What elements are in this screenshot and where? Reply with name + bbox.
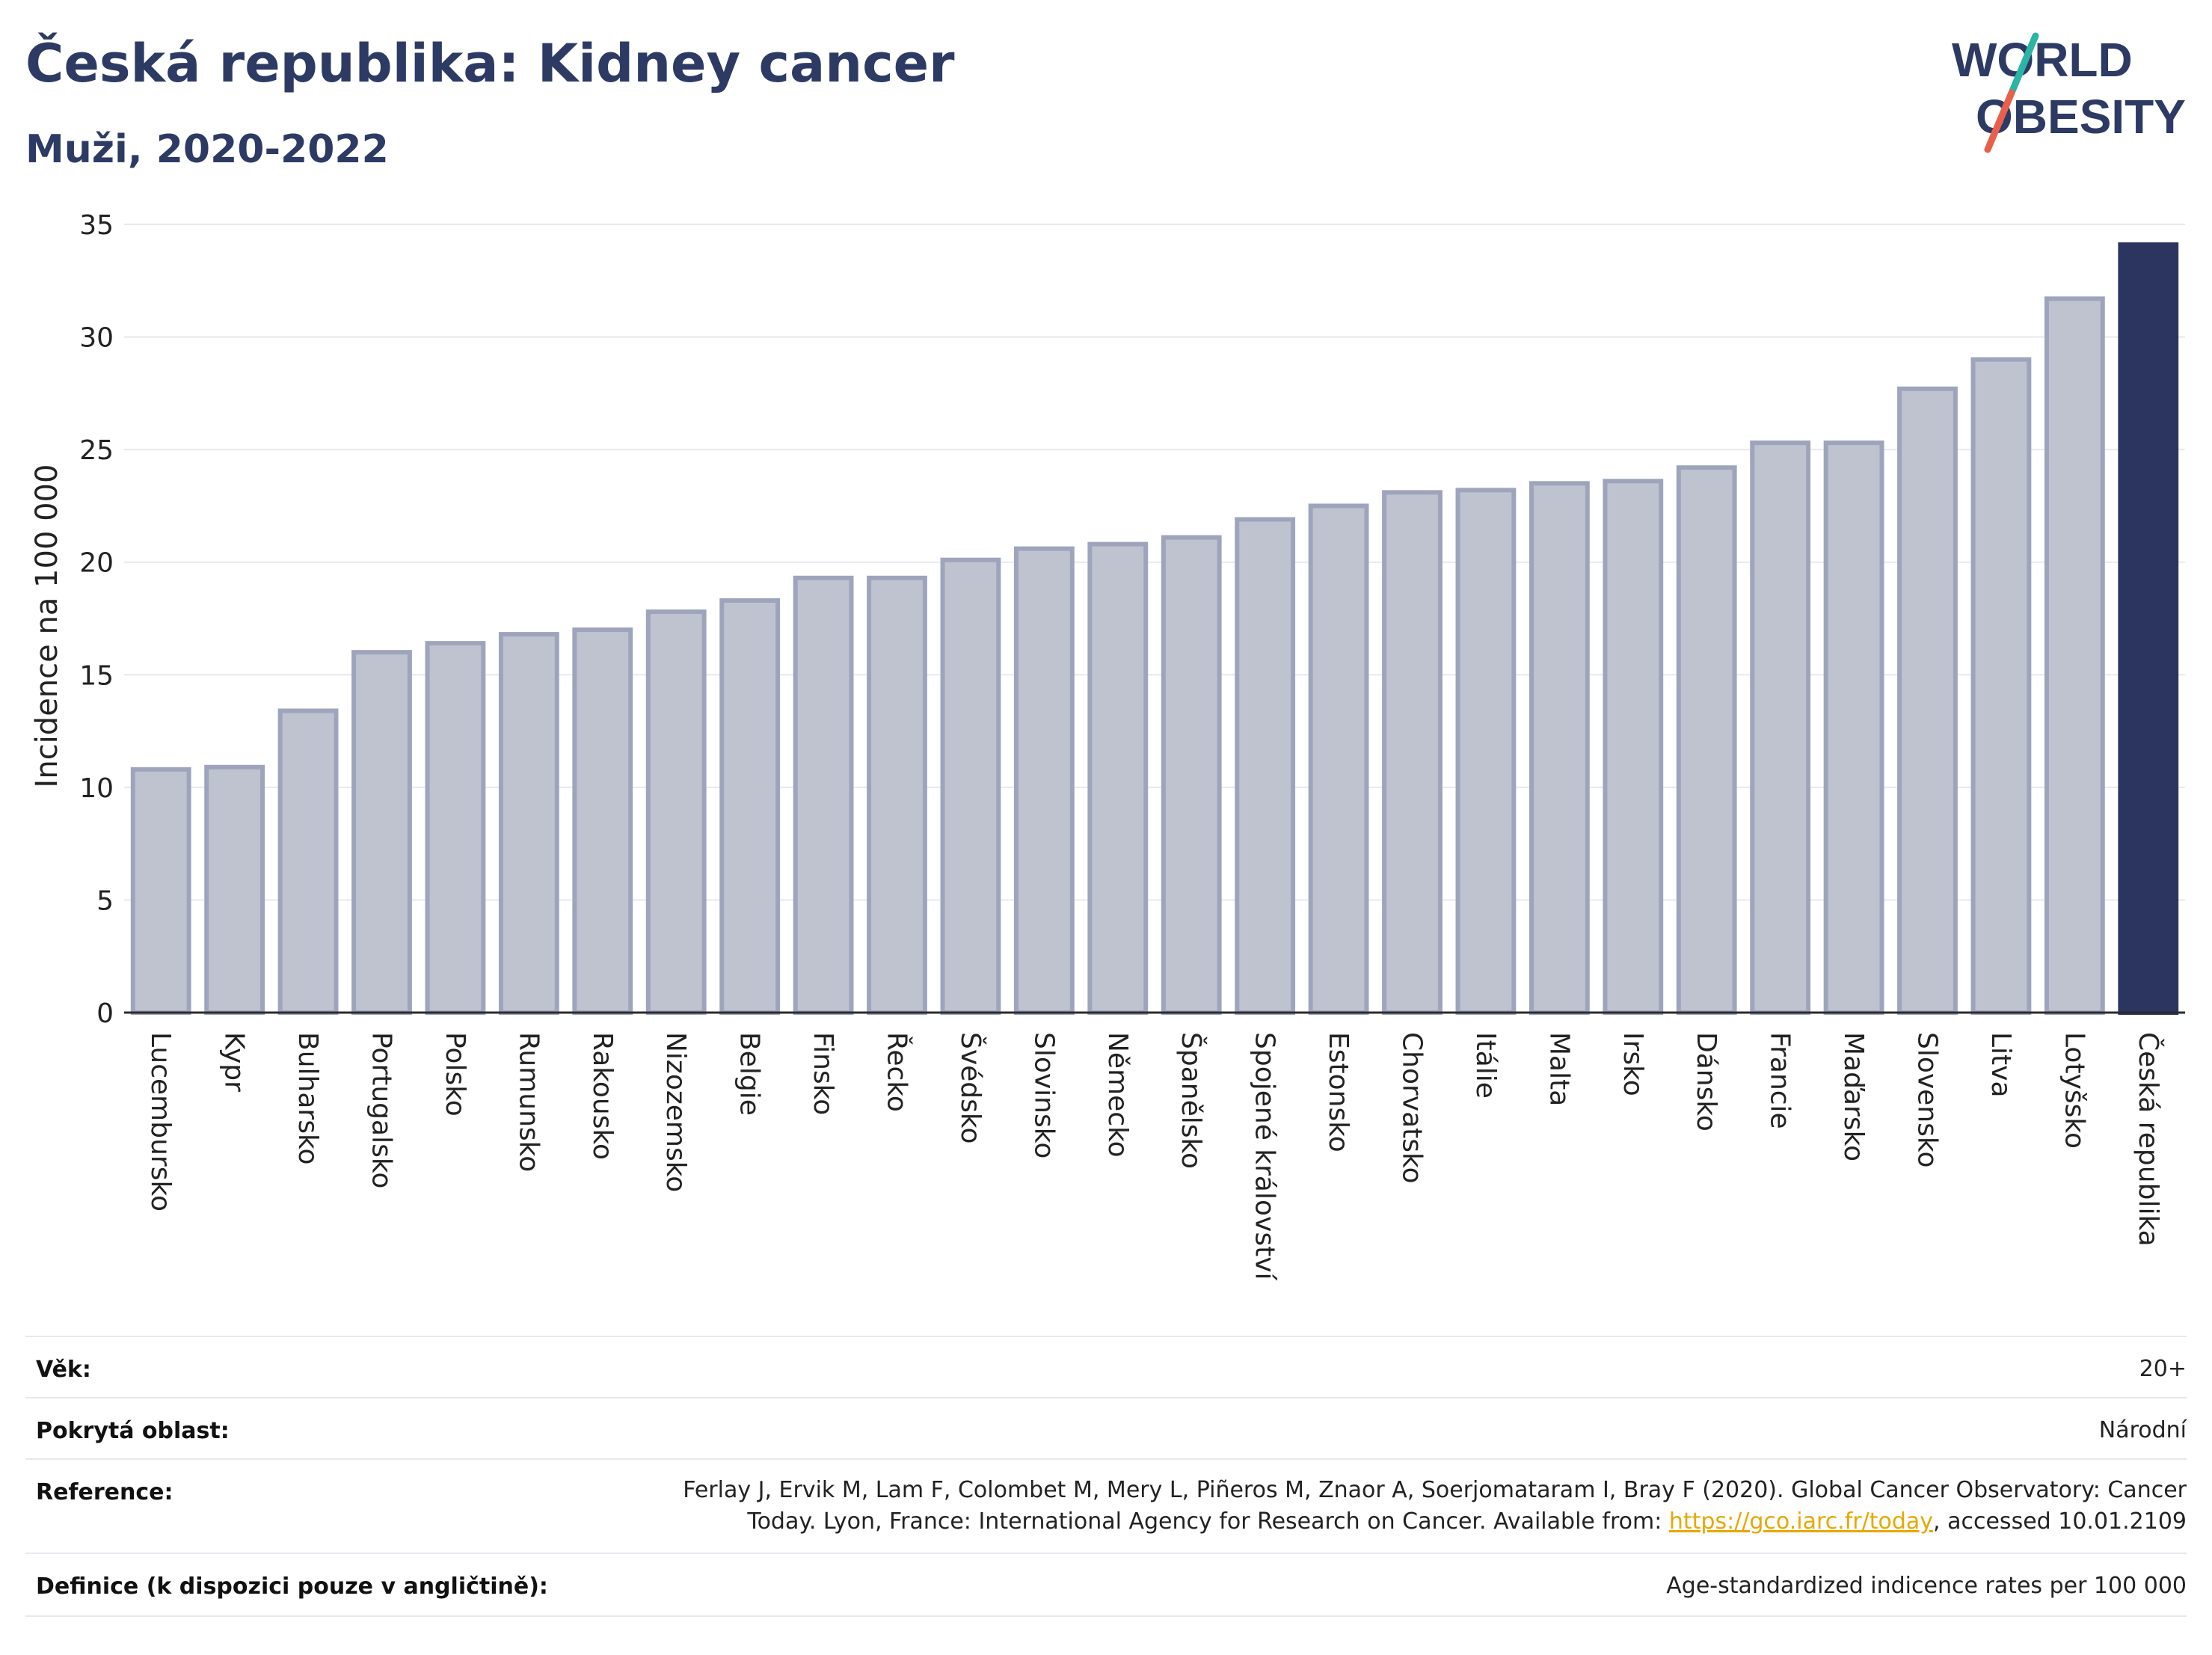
x-tick-label: Bulharsko: [292, 1032, 323, 1165]
info-row-reference: Reference: Ferlay J, Ervik M, Lam F, Col…: [25, 1458, 2187, 1554]
x-tick-label: Slovensko: [1912, 1032, 1943, 1168]
x-tick-label: Švédsko: [955, 1032, 986, 1144]
bar-12: [1013, 546, 1075, 1015]
x-tick-label: Finsko: [808, 1032, 838, 1115]
bar-chart: 0 5 10 15 20 25 30 35 Incidence na 100 000 Lucemb…: [30, 210, 2185, 1281]
x-tick-label: Litva: [1985, 1032, 2016, 1098]
bar-11: [940, 557, 1001, 1015]
area-label: Pokrytá oblast:: [36, 1418, 230, 1444]
bar-14: [1161, 535, 1222, 1015]
x-tick-label: Kypr: [219, 1032, 250, 1092]
world-obesity-logo: WORLD OBESITY: [1952, 32, 2186, 153]
y-tick-label: 5: [96, 885, 114, 916]
definition-value: Age-standardized indicence rates per 100…: [1666, 1573, 2187, 1599]
bar-13: [1087, 541, 1149, 1015]
x-tick-label: Belgie: [734, 1032, 765, 1116]
info-table: Věk: 20+ Pokrytá oblast: Národní Referen…: [25, 1336, 2187, 1635]
definition-label: Definice (k dispozici pouze v angličtině…: [36, 1573, 548, 1600]
x-tick-label: Malta: [1543, 1032, 1574, 1106]
x-tick-label: Rakousko: [587, 1032, 618, 1160]
x-tick-label: Německo: [1102, 1032, 1133, 1158]
x-tick-label: Spojené království: [1250, 1032, 1280, 1281]
y-tick-label: 35: [79, 210, 114, 241]
y-tick-label: 20: [79, 548, 114, 579]
page-subtitle: Muži, 2020-2022: [25, 127, 389, 172]
bar-2: [277, 708, 339, 1015]
reference-value: Ferlay J, Ervik M, Lam F, Colombet M, Me…: [683, 1475, 2187, 1538]
bar-0: [130, 767, 191, 1016]
info-row-area: Pokrytá oblast: Národní: [25, 1397, 2187, 1460]
x-tick-label: Lucembursko: [145, 1032, 176, 1212]
bar-1: [204, 764, 265, 1015]
logo-word-1: WORLD: [1952, 33, 2133, 87]
bar-8: [719, 598, 781, 1015]
x-tick-label: Španělsko: [1176, 1032, 1207, 1169]
y-tick-label: 0: [96, 998, 114, 1029]
bar-25: [1970, 357, 2032, 1015]
info-row-age: Věk: 20+: [25, 1336, 2187, 1398]
y-tick-label: 30: [79, 323, 114, 354]
reference-link[interactable]: https://gco.iarc.fr/today: [1668, 1508, 1934, 1535]
bar-10: [867, 575, 927, 1015]
bar-27: [2118, 242, 2179, 1015]
page-title: Česká republika: Kidney cancer: [25, 33, 955, 94]
x-tick-label: Česká republika: [2133, 1032, 2164, 1247]
y-axis-label: Incidence na 100 000: [30, 464, 64, 788]
y-tick-label: 25: [79, 435, 114, 466]
x-tick-label: Francie: [1765, 1032, 1795, 1129]
reference-label: Reference:: [36, 1479, 173, 1505]
reference-line-1: Ferlay J, Ervik M, Lam F, Colombet M, Me…: [683, 1477, 2187, 1503]
bar-5: [498, 632, 559, 1016]
x-tick-label: Maďarsko: [1838, 1032, 1869, 1161]
bar-18: [1455, 488, 1517, 1015]
reference-accessed-text: , accessed 10.01.2109: [1933, 1508, 2187, 1535]
area-value: Národní: [2098, 1417, 2187, 1443]
x-tick-label: Řecko: [882, 1032, 913, 1112]
logo-slash-coral: [1984, 89, 2015, 153]
bar-16: [1308, 503, 1369, 1015]
y-tick-label: 15: [79, 660, 114, 691]
x-tick-label: Dánsko: [1691, 1032, 1721, 1132]
bar-17: [1382, 490, 1443, 1015]
y-tick-label: 10: [79, 773, 114, 804]
x-tick-label: Rumunsko: [513, 1032, 544, 1172]
x-tick-label: Chorvatsko: [1397, 1032, 1428, 1184]
bar-19: [1529, 481, 1590, 1015]
logo-slash-teal: [2008, 32, 2039, 96]
bar-26: [2044, 296, 2105, 1015]
bar-24: [1897, 386, 1958, 1015]
x-tick-label: Nizozemsko: [660, 1032, 691, 1192]
x-tick-label: Itálie: [1470, 1032, 1501, 1099]
bar-7: [645, 609, 707, 1015]
x-tick-label: Polsko: [440, 1032, 470, 1117]
bar-23: [1823, 440, 1884, 1015]
x-tick-label: Estonsko: [1323, 1032, 1354, 1152]
bar-15: [1235, 517, 1296, 1015]
reference-line-2-text: Today. Lyon, France: International Agenc…: [747, 1508, 1669, 1535]
x-tick-label: Irsko: [1617, 1032, 1648, 1096]
age-value: 20+: [2139, 1356, 2187, 1382]
x-tick-label: Portugalsko: [366, 1032, 397, 1188]
bar-20: [1603, 479, 1664, 1015]
bar-6: [572, 627, 633, 1015]
reference-line-2: Today. Lyon, France: International Agenc…: [683, 1506, 2187, 1538]
bar-21: [1676, 465, 1737, 1015]
bar-22: [1750, 440, 1811, 1015]
age-label: Věk:: [36, 1357, 91, 1383]
x-tick-label: Lotyšsko: [2059, 1032, 2089, 1149]
x-tick-label: Slovinsko: [1028, 1032, 1059, 1158]
bar-3: [351, 650, 412, 1016]
bar-4: [425, 641, 486, 1016]
info-row-definition: Definice (k dispozici pouze v angličtině…: [25, 1553, 2187, 1617]
bar-9: [793, 575, 854, 1015]
